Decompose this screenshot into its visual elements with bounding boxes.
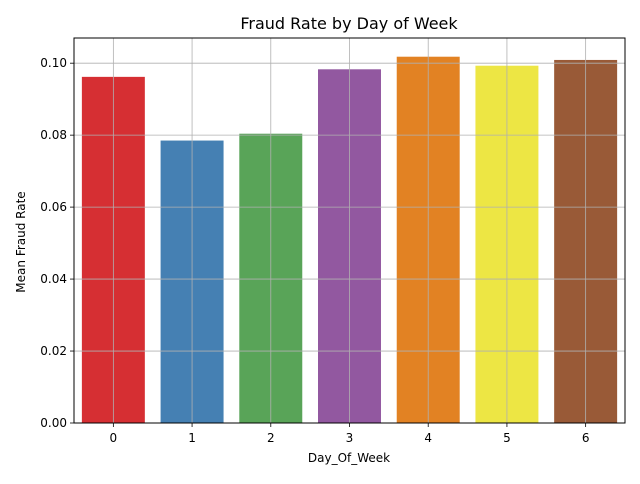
x-axis-label: Day_Of_Week (308, 451, 390, 465)
y-tick-label: 0.10 (40, 56, 67, 70)
y-tick-label: 0.08 (40, 128, 67, 142)
chart-title: Fraud Rate by Day of Week (240, 14, 458, 33)
x-tick-label: 3 (346, 431, 354, 445)
x-tick-label: 5 (503, 431, 511, 445)
y-axis-label: Mean Fraud Rate (14, 191, 28, 292)
x-tick-label: 2 (267, 431, 275, 445)
y-tick-label: 0.02 (40, 344, 67, 358)
y-tick-label: 0.00 (40, 416, 67, 430)
y-tick-label: 0.04 (40, 272, 67, 286)
x-tick-label: 6 (582, 431, 590, 445)
x-axis-ticks: 0 1 2 3 4 5 6 (110, 423, 590, 445)
x-tick-label: 0 (110, 431, 118, 445)
y-axis-ticks: 0.00 0.02 0.04 0.06 0.08 0.10 (40, 56, 74, 430)
y-tick-label: 0.06 (40, 200, 67, 214)
x-tick-label: 1 (188, 431, 196, 445)
x-tick-label: 4 (424, 431, 432, 445)
